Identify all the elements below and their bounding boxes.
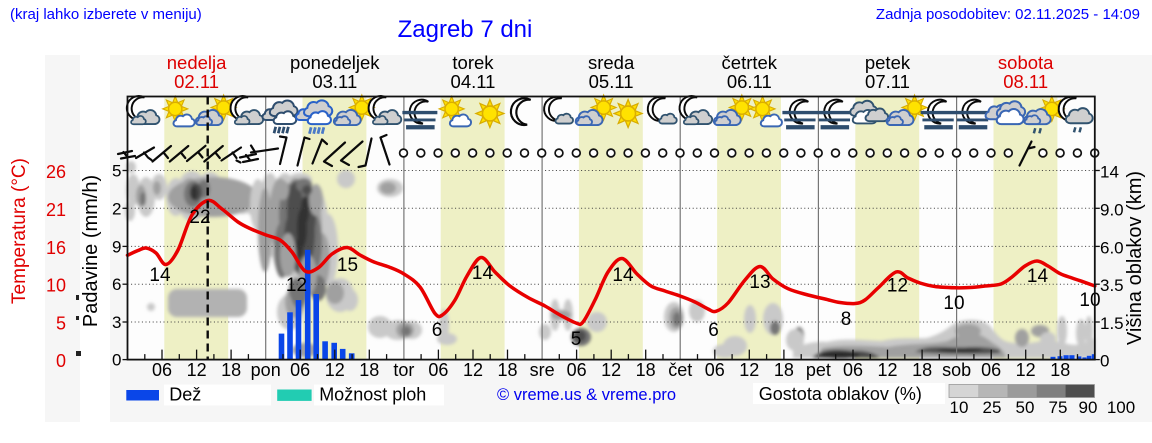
svg-text:sre: sre — [530, 360, 555, 380]
svg-text:12: 12 — [325, 360, 345, 380]
svg-text:06: 06 — [567, 360, 587, 380]
svg-text:Višina oblakov (km): Višina oblakov (km) — [1124, 171, 1146, 345]
svg-text:12: 12 — [187, 360, 207, 380]
svg-text:tor: tor — [393, 360, 414, 380]
svg-text:6: 6 — [708, 320, 719, 341]
svg-text:Gostota oblakov (%): Gostota oblakov (%) — [759, 384, 922, 404]
svg-text:5: 5 — [112, 162, 121, 181]
svg-text:0: 0 — [1100, 351, 1109, 370]
svg-text:14: 14 — [149, 265, 171, 286]
svg-text:10: 10 — [46, 276, 66, 296]
svg-text:sobota: sobota — [998, 52, 1054, 73]
svg-text:100: 100 — [1107, 398, 1135, 417]
svg-text:ponedeljek: ponedeljek — [290, 52, 380, 73]
svg-text:© vreme.us & vreme.pro: © vreme.us & vreme.pro — [497, 386, 676, 404]
svg-text:6: 6 — [112, 275, 121, 294]
svg-text:90: 90 — [1079, 398, 1098, 417]
svg-text:Možnost ploh: Možnost ploh — [319, 385, 426, 405]
svg-text:06: 06 — [152, 360, 172, 380]
svg-text:5: 5 — [571, 329, 582, 350]
svg-text:08.11: 08.11 — [1003, 71, 1048, 92]
svg-text:6.0: 6.0 — [1100, 238, 1124, 257]
svg-text:22: 22 — [189, 207, 210, 228]
svg-text:03.11: 03.11 — [312, 71, 357, 92]
svg-text:06: 06 — [428, 360, 448, 380]
svg-text:Temperatura (°C): Temperatura (°C) — [9, 158, 30, 304]
svg-text:Zagreb 7 dni: Zagreb 7 dni — [398, 16, 533, 43]
svg-text:16: 16 — [46, 238, 66, 258]
svg-text:14: 14 — [612, 265, 634, 286]
svg-text:06: 06 — [705, 360, 725, 380]
svg-text:sob: sob — [942, 360, 971, 380]
svg-text:pon: pon — [251, 360, 281, 380]
svg-text:6: 6 — [432, 320, 443, 341]
svg-text:06: 06 — [843, 360, 863, 380]
svg-text:13: 13 — [749, 272, 770, 293]
svg-text:3.5: 3.5 — [1100, 276, 1124, 295]
svg-text:18: 18 — [359, 360, 379, 380]
svg-text:12: 12 — [286, 275, 307, 296]
svg-text:10: 10 — [1079, 290, 1100, 311]
svg-text:torek: torek — [452, 52, 494, 73]
svg-text:05.11: 05.11 — [589, 71, 634, 92]
svg-text:četrtek: četrtek — [722, 52, 778, 73]
svg-text:12: 12 — [601, 360, 621, 380]
svg-text:8: 8 — [841, 309, 852, 330]
svg-text:čet: čet — [668, 360, 692, 380]
svg-text:18: 18 — [497, 360, 517, 380]
svg-text:15: 15 — [337, 255, 358, 276]
svg-text:14: 14 — [472, 263, 494, 284]
svg-text:50: 50 — [1016, 398, 1035, 417]
svg-text:06: 06 — [981, 360, 1001, 380]
svg-text:9.0: 9.0 — [1100, 200, 1124, 219]
svg-text:2: 2 — [112, 199, 121, 218]
svg-text:9: 9 — [112, 237, 121, 256]
svg-text:0: 0 — [112, 350, 121, 369]
svg-text:5: 5 — [56, 314, 66, 334]
svg-text:Dež: Dež — [169, 385, 201, 405]
svg-text:3: 3 — [112, 313, 121, 332]
svg-text:14: 14 — [1100, 163, 1119, 182]
svg-text:10: 10 — [950, 398, 969, 417]
svg-text:12: 12 — [1016, 360, 1036, 380]
svg-text:06: 06 — [290, 360, 310, 380]
svg-text:12: 12 — [877, 360, 897, 380]
svg-text:18: 18 — [221, 360, 241, 380]
svg-text:75: 75 — [1049, 398, 1068, 417]
svg-text:21: 21 — [46, 200, 66, 220]
svg-text:04.11: 04.11 — [451, 71, 496, 92]
svg-text:0: 0 — [56, 351, 66, 371]
svg-text:06.11: 06.11 — [727, 71, 772, 92]
svg-text:12: 12 — [739, 360, 759, 380]
svg-text:18: 18 — [912, 360, 932, 380]
svg-text:02.11: 02.11 — [174, 71, 219, 92]
svg-text:18: 18 — [774, 360, 794, 380]
svg-text:18: 18 — [1050, 360, 1070, 380]
svg-text:sreda: sreda — [588, 52, 635, 73]
svg-text:(kraj lahko izberete v meniju): (kraj lahko izberete v meniju) — [10, 6, 202, 23]
svg-text:12: 12 — [463, 360, 483, 380]
svg-text:10: 10 — [943, 293, 964, 314]
svg-text:pet: pet — [806, 360, 831, 380]
svg-text:14: 14 — [1027, 266, 1049, 287]
svg-text:Zadnja posodobitev: 02.11.2025: Zadnja posodobitev: 02.11.2025 - 14:09 — [876, 6, 1140, 23]
svg-text:12: 12 — [887, 276, 908, 297]
svg-text:petek: petek — [865, 52, 911, 73]
svg-text:1.5: 1.5 — [1100, 314, 1124, 333]
svg-text:07.11: 07.11 — [865, 71, 910, 92]
svg-text:26: 26 — [46, 162, 66, 182]
svg-text:18: 18 — [636, 360, 656, 380]
svg-text:25: 25 — [983, 398, 1002, 417]
svg-text:Padavine (mm/h): Padavine (mm/h) — [80, 175, 102, 327]
svg-text:nedelja: nedelja — [167, 52, 227, 73]
